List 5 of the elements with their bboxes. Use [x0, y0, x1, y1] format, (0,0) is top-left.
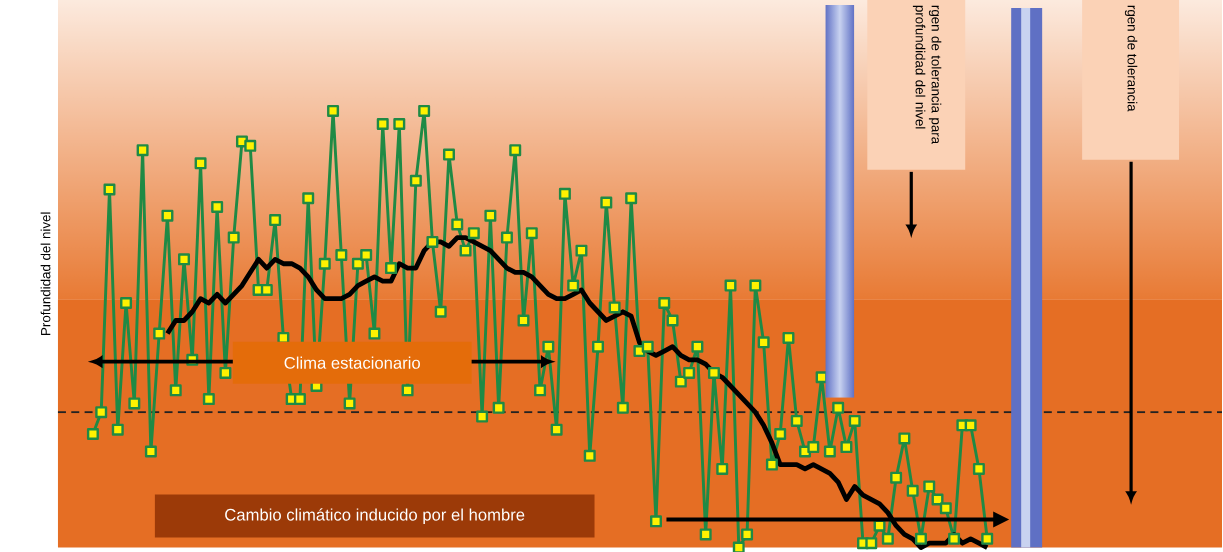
annotation: rgen de tolerancia para profundidad del nivel [912, 5, 942, 144]
y-axis-title: Profundidad del nivel [40, 212, 51, 335]
annotation: Clima estacionario [284, 356, 420, 369]
annotation: Cambio climático inducido por el hombre [225, 508, 525, 524]
text: rgen de tolerancia [1124, 5, 1138, 112]
